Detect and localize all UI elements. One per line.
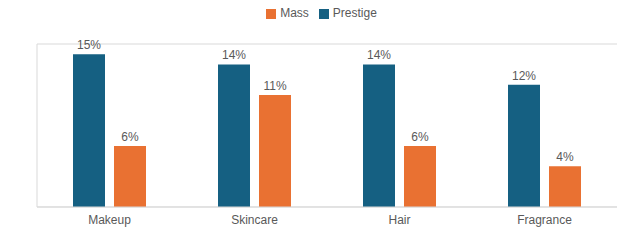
- svg-text:Makeup: Makeup: [88, 213, 131, 227]
- svg-text:11%: 11%: [263, 79, 286, 93]
- svg-text:Skincare: Skincare: [231, 213, 278, 227]
- svg-text:6%: 6%: [121, 130, 139, 144]
- svg-text:Hair: Hair: [388, 213, 410, 227]
- svg-text:Fragrance: Fragrance: [517, 213, 572, 227]
- html-text:Mass: Mass: [280, 6, 309, 20]
- svg-text:15%: 15%: [77, 38, 101, 52]
- svg-text:6%: 6%: [411, 130, 429, 144]
- svg-text:14%: 14%: [222, 48, 246, 62]
- html-text:Prestige: Prestige: [332, 6, 377, 20]
- svg-text:14%: 14%: [367, 48, 391, 62]
- svg-text:12%: 12%: [512, 69, 536, 83]
- svg-text:4%: 4%: [556, 150, 574, 164]
